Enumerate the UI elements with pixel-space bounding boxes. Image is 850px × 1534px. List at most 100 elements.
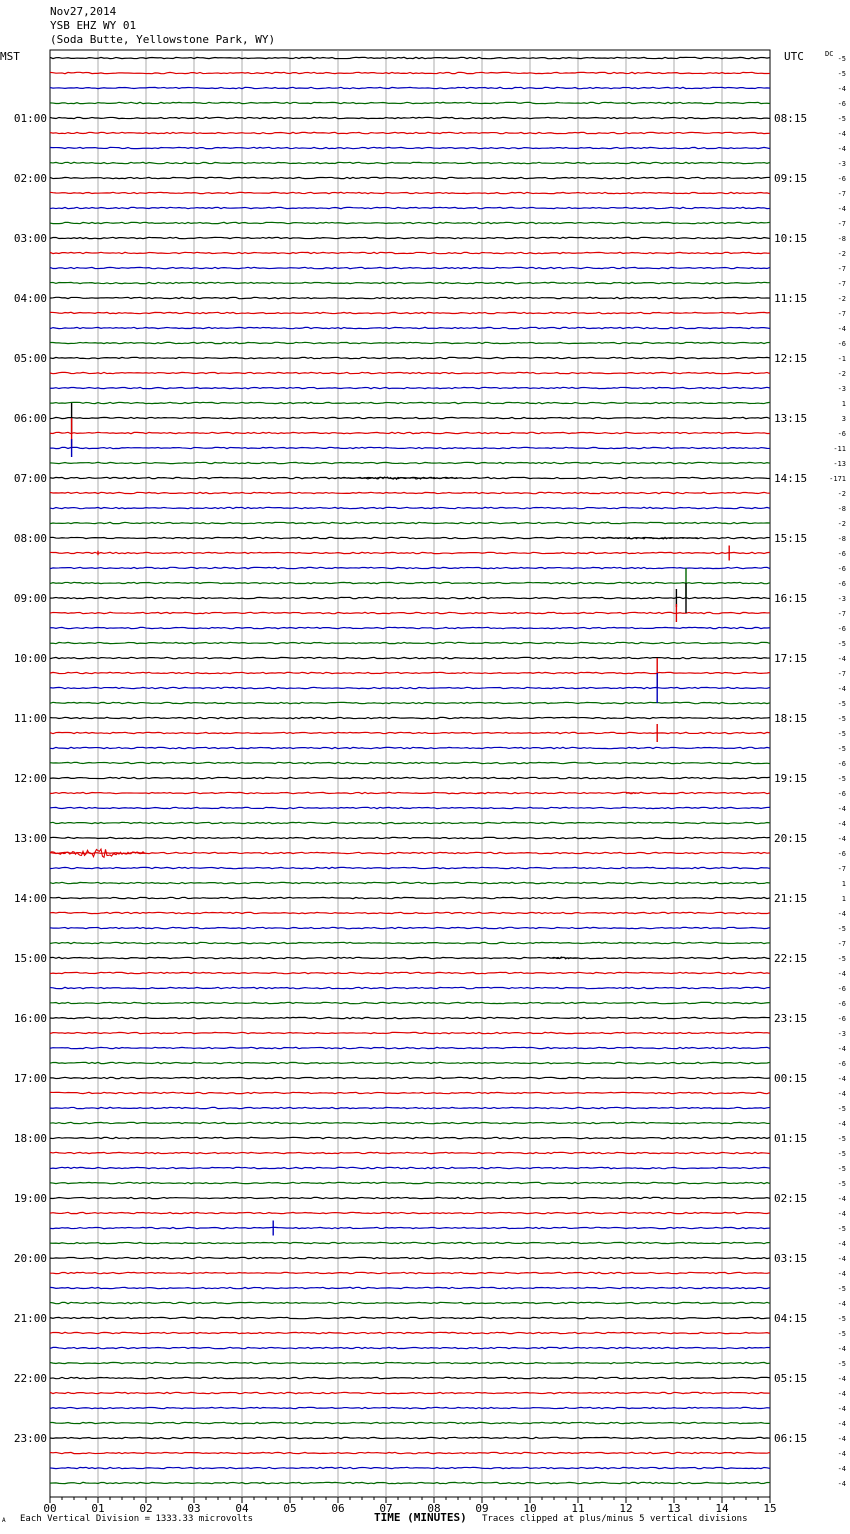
mst-hour-label: 02:00: [14, 172, 47, 185]
dc-offset-label: -7: [838, 190, 846, 198]
dc-offset-label: -4: [838, 1210, 846, 1218]
event-burst: [477, 792, 482, 795]
trace-line: [49, 806, 771, 810]
trace-line: [49, 1046, 771, 1050]
chart-subtitle: (Soda Butte, Yellowstone Park, WY): [50, 33, 276, 46]
dc-offset-label: -2: [838, 295, 846, 303]
event-burst: [49, 847, 147, 859]
dc-offset-label: -7: [838, 265, 846, 273]
dc-offset-label: -4: [838, 835, 846, 843]
utc-hour-label: 03:15: [774, 1252, 807, 1265]
trace-line: [49, 986, 771, 990]
mst-hour-label: 09:00: [14, 592, 47, 605]
dc-offset-label: -2: [838, 370, 846, 378]
dc-offset-label: -4: [838, 1465, 846, 1473]
dc-offset-label: -6: [838, 850, 846, 858]
dc-offset-label: -7: [838, 280, 846, 288]
utc-hour-label: 21:15: [774, 892, 807, 905]
mst-hour-label: 23:00: [14, 1432, 47, 1445]
dc-offset-label: -5: [838, 745, 846, 753]
trace-line: [49, 1316, 771, 1320]
mst-hour-label: 22:00: [14, 1372, 47, 1385]
dc-offset-label: -7: [838, 610, 846, 618]
dc-offset-label: -5: [838, 115, 846, 123]
dc-offset-label: -4: [838, 1090, 846, 1098]
dc-offset-label: -5: [838, 1360, 846, 1368]
dc-offset-label: -171: [829, 475, 846, 483]
trace-line: [49, 911, 771, 915]
dc-offset-label: -13: [833, 460, 846, 468]
trace-line: [49, 101, 771, 105]
utc-hour-label: 20:15: [774, 832, 807, 845]
trace-line: [49, 416, 771, 420]
dc-offset-label: -11: [833, 445, 846, 453]
mst-hour-label: 03:00: [14, 232, 47, 245]
trace-line: [49, 626, 771, 630]
dc-offset-label: -6: [838, 430, 846, 438]
dc-offset-label: -4: [838, 685, 846, 693]
utc-hour-label: 02:15: [774, 1192, 807, 1205]
trace-line: [49, 341, 771, 345]
trace-line: [49, 1346, 771, 1350]
trace-line: [49, 1451, 771, 1455]
utc-hour-label: 13:15: [774, 412, 807, 425]
trace-line: [49, 161, 771, 165]
x-tick-label: 09: [475, 1502, 488, 1515]
mst-hour-label: 08:00: [14, 532, 47, 545]
utc-hour-label: 10:15: [774, 232, 807, 245]
utc-hour-label: 17:15: [774, 652, 807, 665]
dc-offset-label: -7: [838, 220, 846, 228]
trace-line: [49, 821, 771, 825]
trace-line: [49, 641, 771, 645]
dc-offset-label: -5: [838, 775, 846, 783]
event-burst: [549, 956, 578, 960]
dc-offset-label: -4: [838, 145, 846, 153]
trace-line: [49, 1256, 771, 1260]
trace-line: [49, 1121, 771, 1125]
x-tick-label: 04: [235, 1502, 249, 1515]
trace-line: [49, 251, 771, 255]
trace-line: [49, 1481, 771, 1485]
trace-line: [49, 431, 771, 435]
x-tick-label: 15: [763, 1502, 776, 1515]
dc-offset-label: -5: [838, 730, 846, 738]
x-tick-label: 00: [43, 1502, 56, 1515]
dc-offset-label: -8: [838, 235, 846, 243]
utc-hour-label: 14:15: [774, 472, 807, 485]
trace-line: [49, 1376, 771, 1380]
dc-offset-label: -4: [838, 1480, 846, 1488]
mst-hour-label: 19:00: [14, 1192, 47, 1205]
trace-line: [49, 956, 771, 960]
mst-hour-label: 13:00: [14, 832, 47, 845]
trace-line: [49, 1436, 771, 1440]
utc-hour-label: 16:15: [774, 592, 807, 605]
clip-note: Traces clipped at plus/minus 5 vertical …: [482, 1514, 748, 1524]
x-tick-label: 06: [331, 1502, 344, 1515]
utc-hour-label: 12:15: [774, 352, 807, 365]
mst-hour-label: 16:00: [14, 1012, 47, 1025]
dc-label: DC: [825, 50, 833, 58]
trace-line: [49, 926, 771, 930]
trace-line: [49, 1301, 771, 1305]
trace-line: [49, 506, 771, 510]
event-burst: [625, 791, 640, 795]
dc-offset-label: -4: [838, 1345, 846, 1353]
trace-line: [49, 896, 771, 900]
mst-hour-label: 21:00: [14, 1312, 47, 1325]
trace-line: [49, 446, 771, 450]
x-tick-label: 11: [571, 1502, 584, 1515]
dc-offset-label: -4: [838, 1405, 846, 1413]
trace-line: [49, 1016, 771, 1020]
trace-line: [49, 401, 771, 405]
mst-hour-label: 20:00: [14, 1252, 47, 1265]
dc-offset-label: -4: [838, 1390, 846, 1398]
dc-offset-label: 1: [842, 880, 846, 888]
trace-line: [49, 116, 771, 120]
dc-offset-label: -6: [838, 100, 846, 108]
x-axis-title: TIME (MINUTES): [374, 1511, 467, 1524]
trace-line: [49, 836, 771, 840]
dc-offset-label: -5: [838, 1315, 846, 1323]
dc-offset-label: -5: [838, 55, 846, 63]
trace-line: [49, 191, 771, 195]
right-axis-label: UTC: [784, 50, 804, 63]
